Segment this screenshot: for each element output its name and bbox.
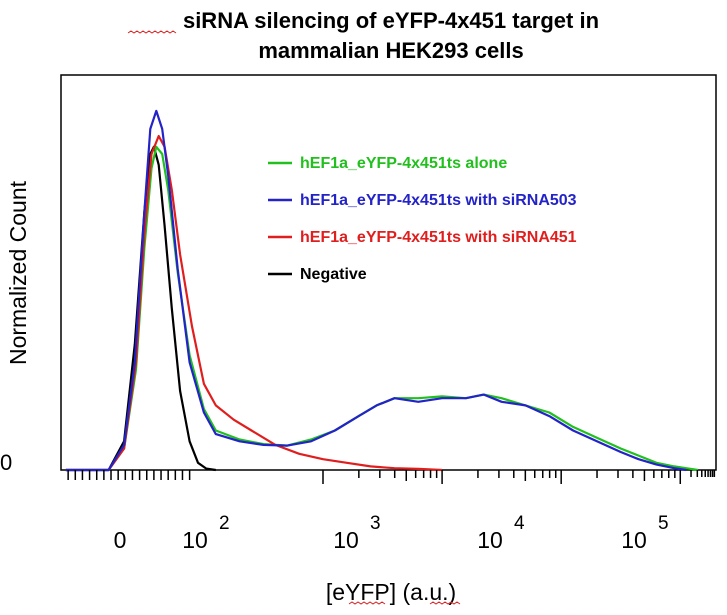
x-tick-label: 10: [333, 527, 359, 553]
y-axis-label: Normalized Count: [5, 180, 31, 365]
spellcheck-underline: [348, 601, 386, 605]
x-tick-label: 10: [477, 527, 503, 553]
x-axis-label: [eYFP] (a.u.): [326, 579, 456, 605]
x-tick-label-exponent: 2: [219, 513, 230, 534]
x-tick-label-exponent: 4: [514, 513, 525, 534]
x-tick-label-exponent: 5: [658, 513, 669, 534]
x-tick-label: 10: [621, 527, 647, 553]
legend: hEF1a_eYFP-4x451ts alone hEF1a_eYFP-4x451…: [268, 155, 577, 283]
chart-title-line-1: siRNA silencing of eYFP-4x451 target in: [183, 8, 599, 33]
series-line-2: [65, 109, 687, 472]
chart-title-line-2: mammalian HEK293 cells: [258, 38, 523, 63]
legend-entry: hEF1a_eYFP-4x451ts with siRNA503: [300, 192, 577, 209]
x-tick-label: 0: [114, 527, 127, 553]
x-tick-label-exponent: 3: [370, 513, 381, 534]
y-tick-label: 0: [0, 450, 12, 475]
series-layer: [65, 109, 699, 472]
spellcheck-underline: [429, 601, 461, 605]
x-axis: 0 10 2 10 3 10 4 10 5: [67, 470, 716, 553]
x-tick-label: 10: [182, 527, 208, 553]
plot-frame: [60, 74, 717, 471]
legend-entry: hEF1a_eYFP-4x451ts alone: [300, 155, 507, 172]
spellcheck-underline: [127, 30, 177, 34]
legend-entry: Negative: [300, 266, 367, 283]
legend-entry: hEF1a_eYFP-4x451ts with siRNA451: [300, 229, 577, 246]
series-line-3: [65, 134, 443, 472]
